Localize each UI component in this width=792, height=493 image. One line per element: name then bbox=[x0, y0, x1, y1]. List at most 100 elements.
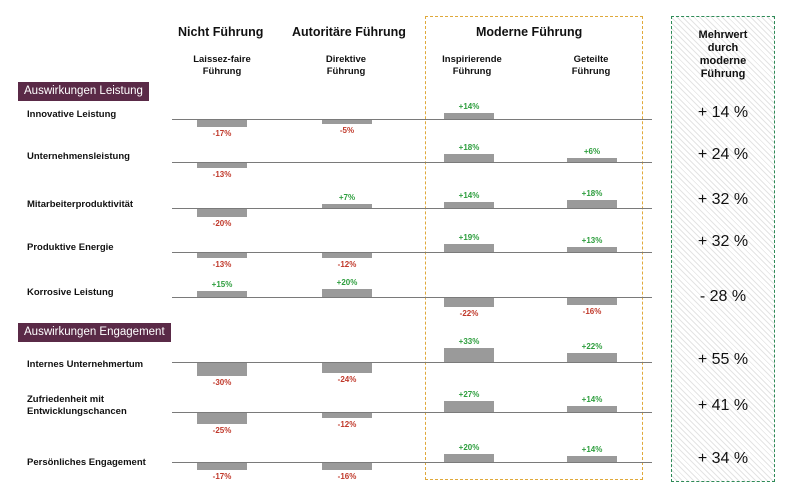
bar bbox=[567, 200, 617, 208]
row-label: Zufriedenheit mit Entwicklungschancen bbox=[27, 394, 127, 418]
bar bbox=[197, 413, 247, 424]
bar-data-label: +27% bbox=[458, 389, 480, 399]
row-label: Korrosive Leistung bbox=[27, 287, 114, 299]
mehrwert-value: + 24 % bbox=[697, 146, 749, 163]
bar bbox=[444, 154, 494, 162]
row-label: Internes Unternehmertum bbox=[27, 359, 143, 371]
bar-data-label: -30% bbox=[212, 377, 232, 387]
row-baseline bbox=[172, 162, 652, 163]
bar bbox=[444, 453, 494, 462]
bar bbox=[444, 400, 494, 412]
bar-data-label: +14% bbox=[581, 395, 603, 405]
bar-data-label: -20% bbox=[212, 219, 232, 229]
bar bbox=[197, 209, 247, 218]
mehrwert-value: + 55 % bbox=[697, 351, 749, 368]
bar bbox=[197, 463, 247, 471]
bar-data-label: +14% bbox=[581, 445, 603, 455]
mehrwert-title: Mehrwert durch moderne Führung bbox=[698, 29, 748, 80]
bar-data-label: -13% bbox=[212, 260, 232, 270]
bar bbox=[567, 158, 617, 162]
row-label: Persönliches Engagement bbox=[27, 457, 146, 469]
bar-data-label: +14% bbox=[458, 102, 480, 112]
row-label-line: Persönliches Engagement bbox=[27, 457, 146, 468]
row-label-line: Internes Unternehmertum bbox=[27, 359, 144, 370]
bar bbox=[567, 246, 617, 252]
row-baseline bbox=[172, 252, 652, 253]
style-header-geteilte: Geteilte Führung bbox=[571, 54, 611, 77]
row-baseline bbox=[172, 362, 652, 363]
bar-data-label: -16% bbox=[582, 306, 602, 316]
bar bbox=[444, 298, 494, 308]
bar bbox=[322, 120, 372, 124]
bar bbox=[197, 163, 247, 169]
group-header-autoritaere-fuehrung: Autoritäre Führung bbox=[292, 25, 406, 39]
bar-data-label: -13% bbox=[212, 170, 232, 180]
row-label-line: Mitarbeiterproduktivität bbox=[27, 199, 134, 210]
bar-data-label: +13% bbox=[581, 235, 603, 245]
bar bbox=[322, 253, 372, 259]
bar-data-label: -16% bbox=[337, 471, 357, 481]
row-label: Unternehmensleistung bbox=[27, 151, 130, 163]
row-label-line: Zufriedenheit mit bbox=[27, 394, 105, 405]
bar-data-label: -12% bbox=[337, 260, 357, 270]
bar bbox=[444, 244, 494, 252]
group-header-nicht-fuehrung: Nicht Führung bbox=[178, 25, 264, 39]
mehrwert-value: + 32 % bbox=[697, 191, 749, 208]
row-label-line: Produktive Energie bbox=[27, 242, 114, 253]
bar-data-label: +15% bbox=[211, 279, 233, 289]
bar-data-label: +19% bbox=[458, 233, 480, 243]
bar-data-label: +20% bbox=[336, 277, 358, 287]
bar-data-label: -22% bbox=[459, 309, 479, 319]
row-label-line: Innovative Leistung bbox=[27, 109, 117, 120]
group-header-moderne-fuehrung: Moderne Führung bbox=[476, 25, 583, 39]
row-baseline bbox=[172, 462, 652, 463]
row-label-line: Entwicklungschancen bbox=[27, 406, 127, 417]
bar-data-label: +7% bbox=[338, 193, 356, 202]
bar-data-label: -17% bbox=[212, 129, 232, 139]
row-label: Produktive Energie bbox=[27, 242, 114, 254]
mehrwert-value: + 41 % bbox=[697, 397, 749, 414]
bar-data-label: -25% bbox=[212, 425, 232, 435]
bar-data-label: +6% bbox=[583, 147, 601, 156]
bar-data-label: +14% bbox=[458, 191, 480, 201]
bar-data-label: -17% bbox=[212, 472, 232, 482]
bar bbox=[322, 413, 372, 419]
bar bbox=[444, 348, 494, 362]
bar bbox=[567, 456, 617, 462]
bar bbox=[444, 202, 494, 208]
bar-data-label: +18% bbox=[581, 189, 603, 199]
mehrwert-panel: Mehrwert durch moderne Führung + 14 % + 2… bbox=[671, 16, 775, 482]
mehrwert-value: + 32 % bbox=[697, 233, 749, 250]
bar bbox=[567, 298, 617, 305]
bar bbox=[322, 288, 372, 297]
style-header-inspirierende: Inspirierende Führung bbox=[442, 54, 502, 77]
bar-data-label: -5% bbox=[339, 126, 355, 135]
mehrwert-value: + 34 % bbox=[697, 450, 749, 467]
bar-data-label: +20% bbox=[458, 442, 480, 452]
style-header-laissez-faire: Laissez-faire Führung bbox=[193, 54, 251, 77]
bar-data-label: +22% bbox=[581, 341, 603, 351]
row-label-line: Unternehmensleistung bbox=[27, 151, 130, 162]
row-baseline bbox=[172, 208, 652, 209]
bar bbox=[197, 253, 247, 259]
style-header-direktive: Direktive Führung bbox=[325, 54, 367, 77]
bar bbox=[444, 113, 494, 119]
section-badge-leistung: Auswirkungen Leistung bbox=[18, 82, 149, 101]
section-badge-engagement: Auswirkungen Engagement bbox=[18, 323, 171, 342]
bar bbox=[322, 363, 372, 374]
bar-data-label: -12% bbox=[337, 420, 357, 430]
row-baseline bbox=[172, 412, 652, 413]
bar bbox=[197, 290, 247, 297]
bar bbox=[322, 463, 372, 470]
bar bbox=[567, 352, 617, 362]
bar-data-label: +18% bbox=[458, 143, 480, 153]
bar bbox=[197, 120, 247, 128]
moderne-fuehrung-frame bbox=[425, 16, 643, 480]
row-label: Innovative Leistung bbox=[27, 109, 116, 121]
row-label-line: Korrosive Leistung bbox=[27, 287, 114, 298]
row-baseline bbox=[172, 119, 652, 120]
mehrwert-value: - 28 % bbox=[699, 288, 747, 305]
row-baseline bbox=[172, 297, 652, 298]
bar bbox=[197, 363, 247, 376]
bar-data-label: -24% bbox=[337, 375, 357, 385]
